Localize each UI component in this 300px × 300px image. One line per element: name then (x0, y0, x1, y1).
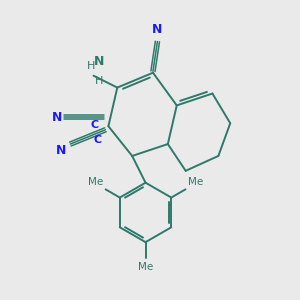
Text: Me: Me (188, 177, 203, 187)
Text: N: N (56, 143, 67, 157)
Text: H: H (95, 76, 103, 86)
Text: N: N (94, 55, 105, 68)
Text: C: C (93, 135, 101, 145)
Text: H: H (87, 61, 95, 71)
Text: N: N (52, 111, 62, 124)
Text: Me: Me (138, 262, 153, 272)
Text: N: N (152, 23, 163, 37)
Text: C: C (91, 120, 99, 130)
Text: Me: Me (88, 177, 103, 187)
